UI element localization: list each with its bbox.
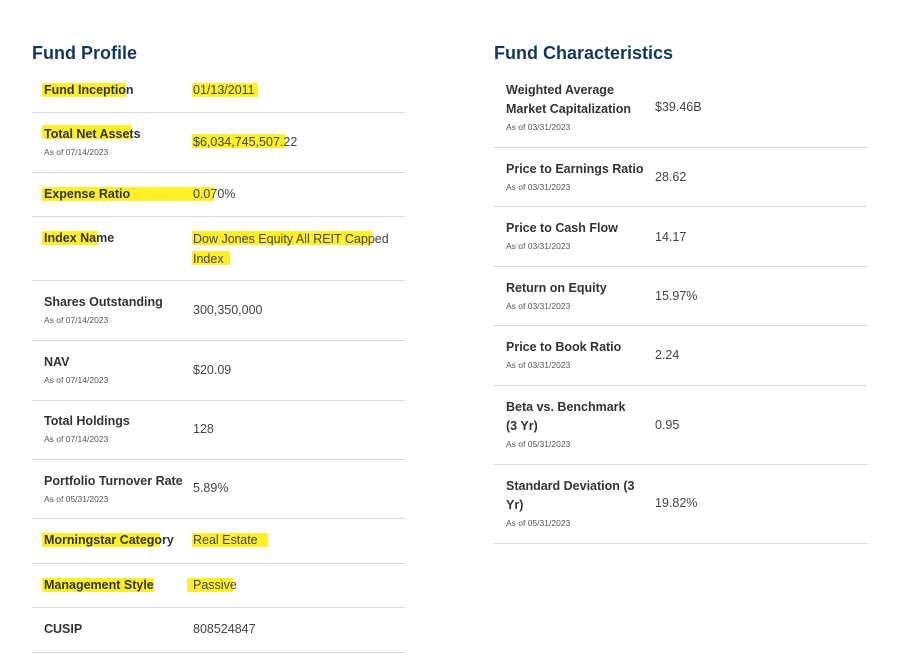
row-value: 5.89%	[193, 481, 229, 495]
row-label: Price to Earnings Ratio As of 03/31/2023	[506, 162, 644, 192]
fund-profile-title: Fund Profile	[32, 43, 137, 63]
highlight-mark	[42, 231, 98, 245]
row-label: NAV As of 07/14/2023	[44, 355, 109, 385]
row-label: Total Net Assets As of 07/14/2023	[44, 127, 141, 157]
row-label: Expense Ratio	[44, 187, 131, 201]
row-value: $6,034,745,507.22	[193, 135, 298, 149]
profile-row-management-style: Management Style Passive	[32, 564, 405, 608]
row-value: 0.070%	[193, 187, 236, 201]
row-value: 28.62	[655, 170, 687, 184]
highlight-mark	[42, 125, 132, 139]
row-value: 01/13/2011	[193, 83, 255, 97]
row-label: Fund Inception	[44, 83, 134, 97]
fund-characteristics-title: Fund Characteristics	[494, 43, 674, 63]
highlight-mark	[42, 533, 160, 547]
row-value: 19.82%	[655, 496, 698, 510]
profile-row-total-holdings: Total Holdings As of 07/14/2023 128	[32, 401, 405, 460]
profile-row-portfolio-turnover: Portfolio Turnover Rate As of 05/31/2023 …	[32, 460, 405, 519]
row-value: 15.97%	[655, 289, 698, 303]
row-label: Morningstar Category	[44, 533, 174, 547]
row-value: Real Estate	[193, 533, 258, 547]
row-value: $39.46B	[655, 100, 702, 114]
char-row-return-on-equity: Return on Equity As of 03/31/2023 15.97%	[494, 267, 867, 326]
profile-row-nav: NAV As of 07/14/2023 $20.09	[32, 341, 405, 401]
profile-row-expense-ratio: Expense Ratio 0.070%	[32, 173, 405, 217]
highlight-mark	[192, 231, 372, 245]
highlight-mark	[192, 251, 230, 265]
row-label: Portfolio Turnover Rate As of 05/31/2023	[44, 474, 183, 504]
row-label: Management Style	[44, 578, 154, 592]
row-label: Beta vs. Benchmark (3 Yr) As of 05/31/202…	[506, 400, 626, 449]
row-value: 2.24	[655, 348, 680, 362]
row-value: 128	[193, 422, 214, 436]
row-value: 808524847	[193, 622, 256, 636]
highlight-mark	[42, 187, 214, 201]
profile-row-total-net-assets: Total Net Assets As of 07/14/2023 $6,034,…	[32, 113, 405, 173]
profile-row-morningstar-category: Morningstar Category Real Estate	[32, 519, 405, 564]
row-label: Total Holdings As of 07/14/2023	[44, 414, 130, 444]
row-label: Price to Book Ratio As of 03/31/2023	[506, 340, 622, 370]
profile-row-cusip: CUSIP 808524847	[32, 608, 405, 653]
row-value: Dow Jones Equity All REIT Capped Index	[193, 232, 389, 266]
row-label: Price to Cash Flow As of 03/31/2023	[506, 221, 618, 251]
char-row-market-cap: Weighted Average Market Capitalization As…	[494, 79, 867, 148]
profile-row-fund-inception: Fund Inception 01/13/2011	[32, 79, 405, 113]
row-value: $20.09	[193, 363, 232, 377]
profile-row-index-name: Index Name Dow Jones Equity All REIT Cap…	[32, 217, 405, 281]
profile-row-shares-outstanding: Shares Outstanding As of 07/14/2023 300,3…	[32, 281, 405, 341]
highlight-mark	[187, 578, 233, 592]
row-label: Return on Equity As of 03/31/2023	[506, 281, 607, 311]
char-row-std-dev: Standard Deviation (3 Yr) As of 05/31/202…	[494, 465, 867, 544]
highlight-mark	[192, 134, 285, 148]
char-row-price-book: Price to Book Ratio As of 03/31/2023 2.24	[494, 326, 867, 386]
char-row-beta: Beta vs. Benchmark (3 Yr) As of 05/31/202…	[494, 386, 867, 465]
row-label: Shares Outstanding As of 07/14/2023	[44, 295, 163, 325]
char-row-pe-ratio: Price to Earnings Ratio As of 03/31/2023 …	[494, 148, 867, 207]
row-value: Passive	[193, 578, 237, 592]
highlight-mark	[192, 533, 268, 547]
row-value: 14.17	[655, 230, 687, 244]
row-label: Standard Deviation (3 Yr) As of 05/31/202…	[506, 479, 635, 528]
row-label: Index Name	[44, 231, 115, 245]
row-value: 0.95	[655, 418, 680, 432]
highlight-mark	[42, 83, 126, 97]
highlight-mark	[42, 578, 154, 592]
row-label: CUSIP	[44, 622, 83, 636]
char-row-price-cash-flow: Price to Cash Flow As of 03/31/2023 14.17	[494, 207, 867, 267]
highlight-mark	[192, 83, 258, 97]
row-value: 300,350,000	[193, 303, 263, 317]
row-label: Weighted Average Market Capitalization As…	[506, 83, 632, 132]
